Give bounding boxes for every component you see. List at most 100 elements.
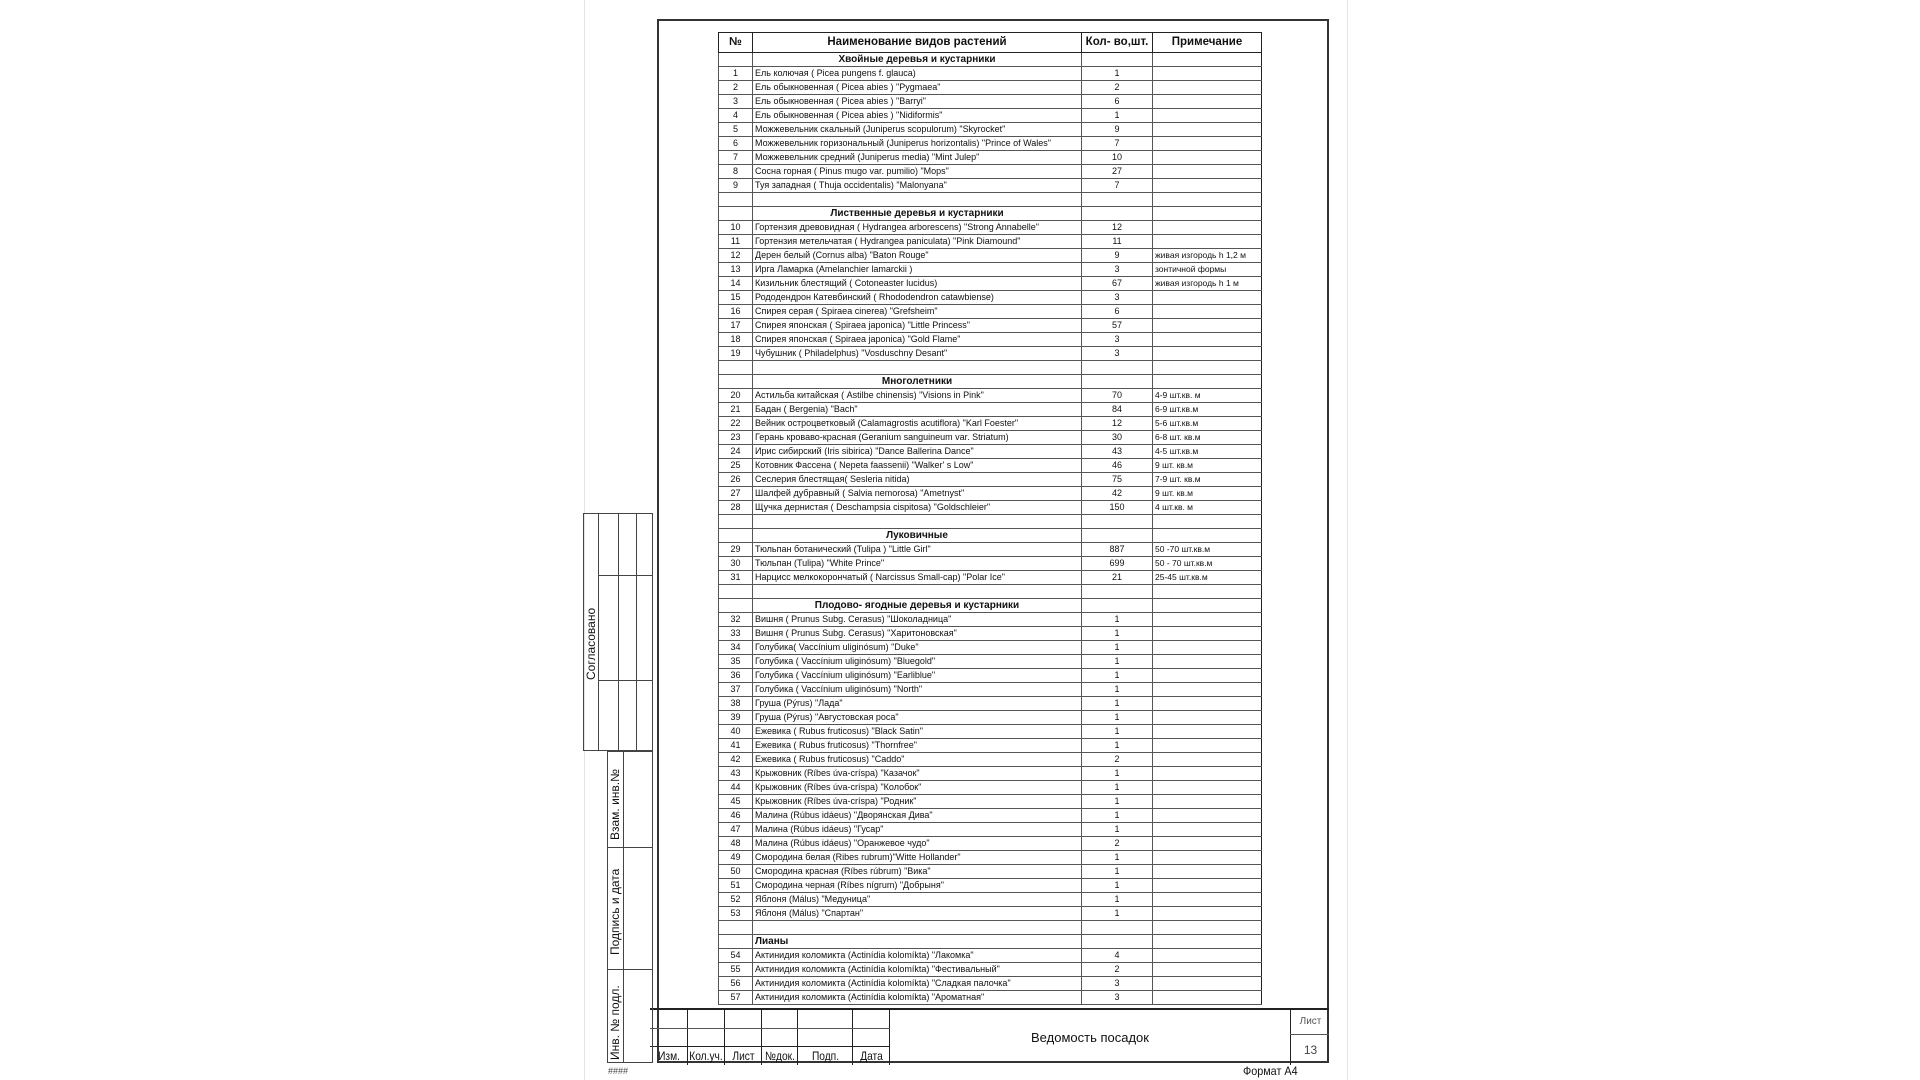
header-note: Примечание [1152, 32, 1262, 53]
plant-name: Спирея японская ( Spiraea japonica) "Lit… [752, 318, 1082, 333]
sheet-label: Лист [1299, 1016, 1322, 1027]
inventory-line [607, 847, 653, 848]
table-row: 33 Вишня ( Prunus Subg. Cerasus) "Харитон… [718, 626, 1262, 641]
row-number: 6 [718, 136, 753, 151]
plant-note [1152, 710, 1262, 725]
row-number: 12 [718, 248, 753, 263]
plant-name: Дерен белый (Cornus alba) "Baton Rouge" [752, 248, 1082, 263]
plant-quantity: 6 [1081, 94, 1153, 109]
table-row: 8 Сосна горная ( Pinus mugo var. pumilio)… [718, 164, 1262, 179]
plant-name: Голубика ( Vaccínium uliginósum) "Bluego… [752, 654, 1082, 669]
document-title: Ведомость посадок [1031, 1030, 1149, 1045]
plant-note: 5-6 шт.кв.м [1152, 416, 1262, 431]
plant-name: Туя западная ( Thuja occidentalis) "Malo… [752, 178, 1082, 193]
blank-row [718, 360, 1262, 375]
plant-note [1152, 850, 1262, 865]
table-row: 40 Ежевика ( Rubus fruticosus) "Black Sat… [718, 724, 1262, 739]
plant-name: Рододендрон Катевбинский ( Rhododendron … [752, 290, 1082, 305]
plant-name: Малина (Rúbus idáeus) "Дворянская Дива" [752, 808, 1082, 823]
plant-quantity: 2 [1081, 752, 1153, 767]
table-row: 17 Спирея японская ( Spiraea japonica) "L… [718, 318, 1262, 333]
plant-quantity: 4 [1081, 948, 1153, 963]
table-row: 25 Котовник Фассена ( Nepeta faassenii) "… [718, 458, 1262, 473]
row-number: 46 [718, 808, 753, 823]
plant-quantity: 43 [1081, 444, 1153, 459]
table-row: 21 Бадан ( Bergenia) "Bach" 84 6-9 шт.кв.м [718, 402, 1262, 417]
plant-quantity: 12 [1081, 416, 1153, 431]
plant-name: Ежевика ( Rubus fruticosus) "Caddo" [752, 752, 1082, 767]
plant-quantity: 1 [1081, 654, 1153, 669]
plant-name: Ель обыкновенная ( Picea abies ) "Barryi… [752, 94, 1082, 109]
plant-quantity: 1 [1081, 906, 1153, 921]
plant-note [1152, 94, 1262, 109]
row-number: 45 [718, 794, 753, 809]
plant-name: Герань кроваво-красная (Geranium sanguin… [752, 430, 1082, 445]
table-row: 6 Можжевельник горизональный (Juniperus h… [718, 136, 1262, 151]
header-qty: Кол- во,шт. [1081, 32, 1153, 53]
empty-cell [1152, 934, 1262, 949]
plant-quantity: 150 [1081, 500, 1153, 515]
paper-format: Формат А4 [1243, 1064, 1298, 1078]
stamp-label-date: Дата [860, 1049, 883, 1063]
plant-quantity: 70 [1081, 388, 1153, 403]
plant-quantity: 3 [1081, 976, 1153, 991]
row-number: 8 [718, 164, 753, 179]
table-row: 47 Малина (Rúbus idáeus) "Гусар" 1 [718, 822, 1262, 837]
empty-cell [1081, 192, 1153, 207]
row-number: 41 [718, 738, 753, 753]
plant-name: Малина (Rúbus idáeus) "Оранжевое чудо" [752, 836, 1082, 851]
plant-name: Гортензия метельчатая ( Hydrangea panicu… [752, 234, 1082, 249]
table-row: 13 Ирга Ламарка (Amelanchier lamarckii ) 3… [718, 262, 1262, 277]
table-row: 31 Нарцисс мелкокорончатый ( Narcissus Sm… [718, 570, 1262, 585]
stamp-label-change: Изм. [658, 1049, 680, 1063]
plant-name: Можжевельник средний (Juniperus media) "… [752, 150, 1082, 165]
table-row: 48 Малина (Rúbus idáeus) "Оранжевое чудо"… [718, 836, 1262, 851]
plant-quantity: 3 [1081, 990, 1153, 1005]
plant-name: Сеслерия блестящая( Sesleria nitida) [752, 472, 1082, 487]
plant-note: 4-9 шт.кв. м [1152, 388, 1262, 403]
plant-quantity: 3 [1081, 290, 1153, 305]
plant-name: Вишня ( Prunus Subg. Cerasus) "Шоколадни… [752, 612, 1082, 627]
row-number: 14 [718, 276, 753, 291]
plant-quantity: 1 [1081, 738, 1153, 753]
table-row: 9 Туя западная ( Thuja occidentalis) "Mal… [718, 178, 1262, 193]
stamp-rule [650, 1028, 890, 1029]
plant-name: Крыжовник (Ríbes úva-críspa) "Родник" [752, 794, 1082, 809]
plant-quantity: 1 [1081, 850, 1153, 865]
plant-quantity: 1 [1081, 794, 1153, 809]
table-row: 44 Крыжовник (Ríbes úva-críspa) "Колобок"… [718, 780, 1262, 795]
empty-cell [1081, 934, 1153, 949]
plant-note [1152, 780, 1262, 795]
empty-cell [752, 920, 1082, 935]
plant-note: 6-8 шт. кв.м [1152, 430, 1262, 445]
table-row: 23 Герань кроваво-красная (Geranium sangu… [718, 430, 1262, 445]
approval-line [636, 513, 637, 751]
plant-note [1152, 836, 1262, 851]
plant-name: Смородина белая (Ribes rubrum)"Witte Hol… [752, 850, 1082, 865]
title-block: Изм. Кол.уч. Лист №док. Подп. Дата Ведом… [650, 1008, 1329, 1065]
table-row: 53 Яблоня (Málus) "Спартан" 1 [718, 906, 1262, 921]
plant-note [1152, 164, 1262, 179]
plant-name: Котовник Фассена ( Nepeta faassenii) "Wa… [752, 458, 1082, 473]
plant-quantity: 1 [1081, 780, 1153, 795]
row-number: 48 [718, 836, 753, 851]
row-number: 5 [718, 122, 753, 137]
plant-name: Тюльпан ботанический (Tulipa ) "Little G… [752, 542, 1082, 557]
plant-name: Голубика ( Vaccínium uliginósum) "North" [752, 682, 1082, 697]
blank-row [718, 920, 1262, 935]
plant-quantity: 46 [1081, 458, 1153, 473]
row-number: 57 [718, 990, 753, 1005]
plant-quantity: 75 [1081, 472, 1153, 487]
plant-note [1152, 332, 1262, 347]
approval-line [618, 513, 619, 751]
stamp-cell [688, 1010, 725, 1065]
plant-note [1152, 346, 1262, 361]
plant-note [1152, 878, 1262, 893]
row-number: 26 [718, 472, 753, 487]
plant-name: Бадан ( Bergenia) "Bach" [752, 402, 1082, 417]
plant-quantity: 12 [1081, 220, 1153, 235]
table-row: 19 Чубушник ( Philadelphus) "Vosduschny D… [718, 346, 1262, 361]
table-row: 35 Голубика ( Vaccínium uliginósum) "Blue… [718, 654, 1262, 669]
row-number: 56 [718, 976, 753, 991]
empty-cell [718, 514, 753, 529]
